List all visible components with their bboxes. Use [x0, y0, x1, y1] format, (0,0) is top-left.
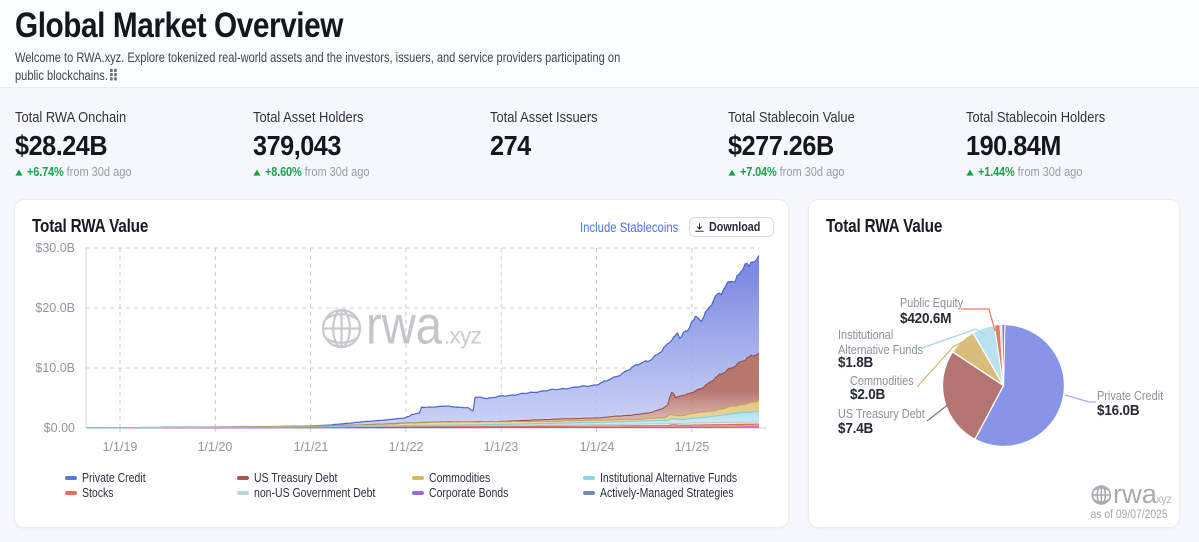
- svg-text:rwa: rwa: [1113, 479, 1158, 509]
- svg-text:.xyz: .xyz: [1153, 494, 1172, 506]
- svg-text:.xyz: .xyz: [444, 323, 481, 349]
- svg-text:rwa: rwa: [366, 296, 443, 356]
